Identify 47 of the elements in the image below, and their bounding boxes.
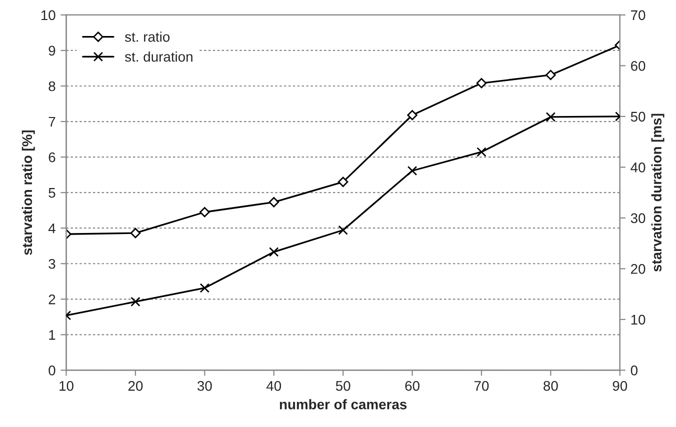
y2-tick-label: 20 — [631, 264, 646, 274]
point — [546, 112, 556, 122]
y-tick-label: 0 — [48, 366, 56, 376]
y2-tick-label: 0 — [630, 366, 638, 376]
y-tick-label: 2 — [48, 294, 56, 304]
legend-label: st. duration — [124, 52, 192, 62]
x-tick-label: 70 — [474, 380, 489, 391]
x-tick-label: 40 — [266, 380, 282, 391]
point — [407, 166, 418, 176]
y-tick-label: 1 — [49, 330, 56, 340]
y-tick-label: 5 — [48, 188, 56, 198]
x-tick-label: 80 — [544, 380, 558, 391]
y2-tick-label: 10 — [631, 314, 646, 325]
point — [130, 296, 140, 307]
x-tick-label: 60 — [405, 380, 420, 391]
point — [268, 197, 279, 208]
y2-tick-label: 50 — [630, 112, 646, 122]
y-tick-label: 4 — [48, 224, 56, 234]
y-tick-label: 7 — [48, 117, 56, 127]
y2-tick-label: 70 — [631, 10, 646, 20]
y-tick-label: 8 — [48, 81, 56, 92]
x-tick-label: 90 — [612, 380, 628, 391]
point — [407, 110, 418, 120]
legend-label: st. ratio — [124, 32, 170, 42]
point — [269, 247, 279, 257]
y2-tick-label: 60 — [631, 61, 646, 71]
x-tick-label: 30 — [197, 380, 212, 391]
x-axis-title: number of cameras — [280, 399, 407, 410]
point — [200, 283, 210, 293]
x-tick-label: 10 — [60, 380, 74, 391]
point — [338, 176, 348, 188]
point — [338, 225, 348, 235]
point — [200, 207, 210, 218]
y-axis-title: starvation ratio [%] — [22, 130, 35, 255]
point — [476, 78, 487, 88]
point — [476, 147, 486, 157]
y-tick-label: 10 — [41, 10, 56, 20]
x-tick-label: 50 — [336, 380, 350, 391]
y-tick-label: 9 — [48, 46, 56, 56]
point — [130, 228, 141, 238]
y-tick-label: 6 — [48, 152, 56, 162]
point — [546, 70, 556, 80]
y2-tick-label: 30 — [630, 213, 646, 224]
y2-axis-title: starvation duration [ms] — [651, 114, 664, 272]
x-tick-label: 20 — [128, 380, 143, 391]
y-tick-label: 3 — [48, 258, 56, 269]
y2-tick-label: 40 — [630, 162, 646, 172]
